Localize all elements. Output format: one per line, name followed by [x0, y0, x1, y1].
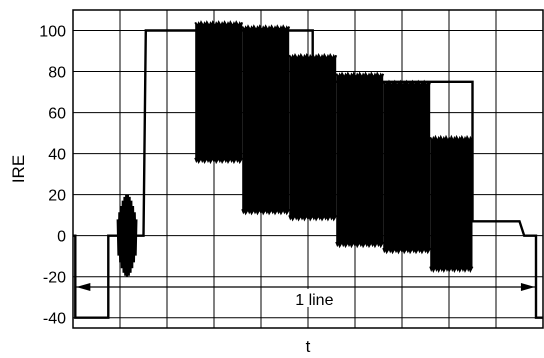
- chroma-packet-edge: [288, 212, 338, 222]
- annotation-label: 1 line: [295, 292, 333, 309]
- chroma-packet-edge: [194, 20, 244, 29]
- plot-frame: [72, 9, 544, 329]
- x-axis-label: t: [306, 337, 311, 356]
- chroma-packet: [430, 139, 473, 269]
- chroma-packet: [289, 57, 337, 218]
- waveform-trace: [73, 29, 543, 319]
- y-tick-label: 80: [48, 65, 66, 82]
- chroma-packet: [195, 24, 243, 160]
- y-tick-label: 40: [48, 147, 66, 164]
- color-burst: [116, 194, 138, 277]
- chroma-packet-edge: [335, 71, 385, 81]
- chroma-packet: [242, 28, 290, 212]
- arrowhead-left: [76, 282, 91, 291]
- chroma-packet-edge: [429, 134, 474, 144]
- y-tick-label: -40: [43, 311, 66, 328]
- y-tick-label: -20: [43, 270, 66, 287]
- y-tick-label: 0: [57, 229, 66, 246]
- chroma-packet-edge: [194, 155, 244, 165]
- chroma-packet-edge: [335, 239, 385, 249]
- chroma-packet-edge: [429, 263, 474, 274]
- waveform-series: [73, 20, 543, 319]
- chroma-packet: [336, 75, 384, 244]
- chroma-packet: [383, 83, 431, 251]
- annotation-label-background: [284, 288, 345, 307]
- line-duration-annotation: 1 line: [76, 282, 535, 309]
- arrowhead-right: [520, 282, 535, 291]
- y-axis-label: IRE: [9, 155, 28, 183]
- y-tick-labels: -40 -20 0 20 40 60 80 100: [39, 24, 66, 328]
- y-tick-label: 60: [48, 106, 66, 123]
- y-tick-label: 20: [48, 188, 66, 205]
- chroma-packet-edge: [382, 245, 432, 255]
- y-tick-label: 100: [39, 24, 66, 41]
- chroma-packet-edge: [241, 206, 291, 216]
